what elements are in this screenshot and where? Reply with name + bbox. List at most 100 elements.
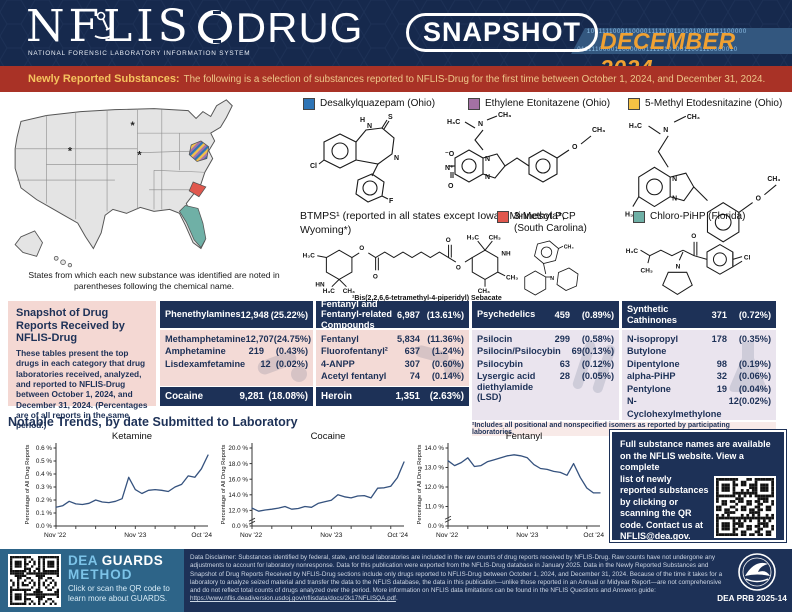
column-body: Fentanyl 5,834 (11.36%) Fluorofentanyl² 637…	[316, 329, 469, 386]
svg-text:0.2 %: 0.2 %	[36, 497, 53, 504]
chemical-structure-desalkylquazepam: H N S N Cl F	[310, 114, 399, 204]
svg-text:0.4 %: 0.4 %	[36, 471, 53, 478]
svg-text:CH₃: CH₃	[564, 245, 575, 251]
svg-text:N: N	[550, 276, 554, 282]
svg-text:H₃C: H₃C	[303, 253, 316, 260]
table-group-left: Phenethylamines 12,948 (25.22%) Methamph…	[160, 299, 469, 406]
snapshot-description: These tables present the top drugs in ea…	[16, 347, 148, 431]
svg-text:N: N	[367, 123, 372, 130]
legend-label: 3-Methyl PCP (South Carolina)	[514, 211, 587, 234]
period-label: DECEMBER 2024	[600, 28, 736, 66]
column-body: Methamphetamine 12,707 (24.75%) Amphetamin…	[160, 329, 313, 386]
svg-text:H: H	[360, 117, 365, 124]
column-body: N-isopropyl Butylone 178 (0.35%) Dipentylo…	[622, 329, 776, 420]
footer-strip: DEA GUARDS METHOD Click or scan the QR c…	[0, 547, 792, 612]
svg-text:18.0 %: 18.0 %	[228, 461, 248, 468]
svg-text:CH₃: CH₃	[506, 274, 518, 281]
snapshot-badge: SNAPSHOT	[406, 13, 599, 52]
svg-text:Cocaine: Cocaine	[311, 431, 346, 442]
svg-text:N: N	[485, 174, 490, 181]
svg-text:14.0 %: 14.0 %	[228, 492, 248, 499]
legend-swatch-blue	[303, 98, 315, 110]
svg-text:N: N	[663, 127, 668, 134]
svg-text:H₃C: H₃C	[629, 123, 642, 130]
nflis-logo: NFLIS DRUG	[26, 4, 363, 52]
table-group-right: Psychedelics 459 (0.89%) Psilocin 299 (0.5…	[472, 301, 776, 436]
legend-label: Ethylene Etonitazene (Ohio)	[485, 98, 611, 109]
nflis-email-link[interactable]: NFLIS@dea.gov	[620, 531, 689, 541]
svg-text:CH₃: CH₃	[767, 176, 780, 183]
table-row: Psilocin/Psilocybin 69 (0.13%)	[477, 346, 614, 356]
state-florida	[178, 205, 207, 249]
svg-text:Cl: Cl	[744, 254, 751, 261]
svg-text:Nov '23: Nov '23	[124, 532, 146, 539]
svg-text:N: N	[394, 155, 399, 162]
svg-text:O: O	[456, 264, 461, 271]
svg-text:Fentanyl: Fentanyl	[506, 431, 542, 442]
legend-swatch-yellow	[628, 98, 640, 110]
svg-text:Nov '22: Nov '22	[44, 532, 66, 539]
cocaine-trend-chart: Cocaine Percentage of All Drug Reports 0.0…	[221, 431, 408, 539]
svg-text:0.3 %: 0.3 %	[36, 484, 53, 491]
banner-text: The following is a selection of substanc…	[183, 73, 766, 85]
table-row: Psilocin 299 (0.58%)	[477, 333, 614, 344]
pills-watermark-icon	[415, 344, 462, 377]
svg-text:13.0 %: 13.0 %	[424, 465, 444, 472]
svg-text:NH: NH	[501, 251, 511, 258]
column-psychedelics: Psychedelics 459 (0.89%) Psilocin 299 (0.5…	[472, 301, 619, 420]
legend-3-methyl-pcp: 3-Methyl PCP (South Carolina)	[497, 211, 587, 234]
chemical-structure-3-methyl-pcp: CH₃ N	[524, 240, 579, 296]
svg-text:O: O	[359, 245, 364, 252]
banner-label: Newly Reported Substances:	[28, 73, 180, 85]
header: 1001111000110000111110011010100001111000…	[0, 0, 792, 66]
document-id: DEA PRB 2025-14	[717, 593, 787, 603]
chemical-structure-5-methyl-etodesnitazine: H₃C N CH₃ N N H₃C O CH₃	[625, 114, 780, 243]
column-header: Psychedelics 459 (0.89%)	[472, 301, 619, 328]
svg-text:H₃C: H₃C	[447, 119, 460, 126]
chemical-structure-btmps: H₃C HN H₃C CH₃ O O O O H₃C CH₃ NH CH₃ CH…	[303, 234, 519, 294]
chemical-structure-chloro-pihp: H₃C CH₃ O Cl N	[626, 233, 751, 296]
column-phenethylamines: Phenethylamines 12,948 (25.22%) Methamph…	[160, 301, 313, 386]
legend-label: Chloro-PiHP (Florida)	[650, 211, 746, 222]
svg-text:N: N	[676, 264, 681, 271]
svg-text:HN: HN	[315, 282, 325, 289]
newly-reported-banner: Newly Reported Substances: The following…	[0, 66, 792, 92]
svg-text:O: O	[756, 196, 762, 203]
svg-text:F: F	[389, 198, 394, 204]
svg-text:Nov '22: Nov '22	[436, 532, 458, 539]
snapshot-description-panel: Snapshot of Drug Reports Received by NFL…	[8, 301, 156, 430]
nflis-qr-code[interactable]	[714, 475, 776, 538]
column-header: Phenethylamines 12,948 (25.22%)	[160, 301, 313, 328]
guards-caption: Click or scan the QR code to learn more …	[68, 584, 170, 603]
asterisk-minnesota: *	[131, 120, 136, 132]
svg-text:0.6 %: 0.6 %	[36, 445, 53, 452]
svg-text:CH₃: CH₃	[687, 114, 700, 121]
chemical-structure-ethylene-etonitazene: H₃C N CH₃ N N ⁻O N⁺ O O CH₃	[445, 112, 605, 190]
column-header: Fentanyl and Fentanyl-related Compounds …	[316, 299, 469, 330]
guards-text-block: DEA GUARDS METHOD Click or scan the QR c…	[68, 553, 182, 603]
footer-heroin: Heroin 1,351 (2.63%)	[316, 387, 469, 406]
table-row: N-Cyclohexylmethylone 12 (0.02%)	[627, 396, 771, 419]
svg-text:0.0 %: 0.0 %	[428, 523, 445, 530]
svg-text:Cl: Cl	[310, 163, 317, 170]
legend-desalkylquazepam: Desalkylquazepam (Ohio)	[303, 98, 435, 110]
table-row: Methamphetamine 12,707 (24.75%)	[165, 333, 312, 344]
guards-qr-code[interactable]	[8, 554, 61, 607]
us-map: * * *	[14, 99, 233, 268]
svg-text:Oct '24: Oct '24	[583, 532, 604, 539]
svg-text:S: S	[388, 114, 393, 121]
state-alaska	[14, 230, 44, 257]
table-row: Lisdexamfetamine12(0.02%)	[165, 358, 308, 369]
svg-text:CH₃: CH₃	[641, 267, 653, 274]
trends-title: Notable Trends, by date Submitted to Lab…	[8, 415, 298, 429]
svg-text:12.0 %: 12.0 %	[424, 484, 444, 491]
asterisk-iowa: *	[137, 150, 142, 162]
legend-ethylene-etonitazene: Ethylene Etonitazene (Ohio)	[468, 98, 610, 110]
substance-info-box: Full substance names are available on th…	[609, 429, 787, 543]
guards-word-dea: DEA	[68, 553, 98, 568]
state-ohio	[188, 140, 210, 162]
svg-text:O: O	[691, 233, 696, 240]
forensic-ring-icon	[197, 10, 232, 44]
nflis-qa-guide-link[interactable]: https://www.nflis.deadiversion.usdoj.gov…	[190, 595, 396, 603]
